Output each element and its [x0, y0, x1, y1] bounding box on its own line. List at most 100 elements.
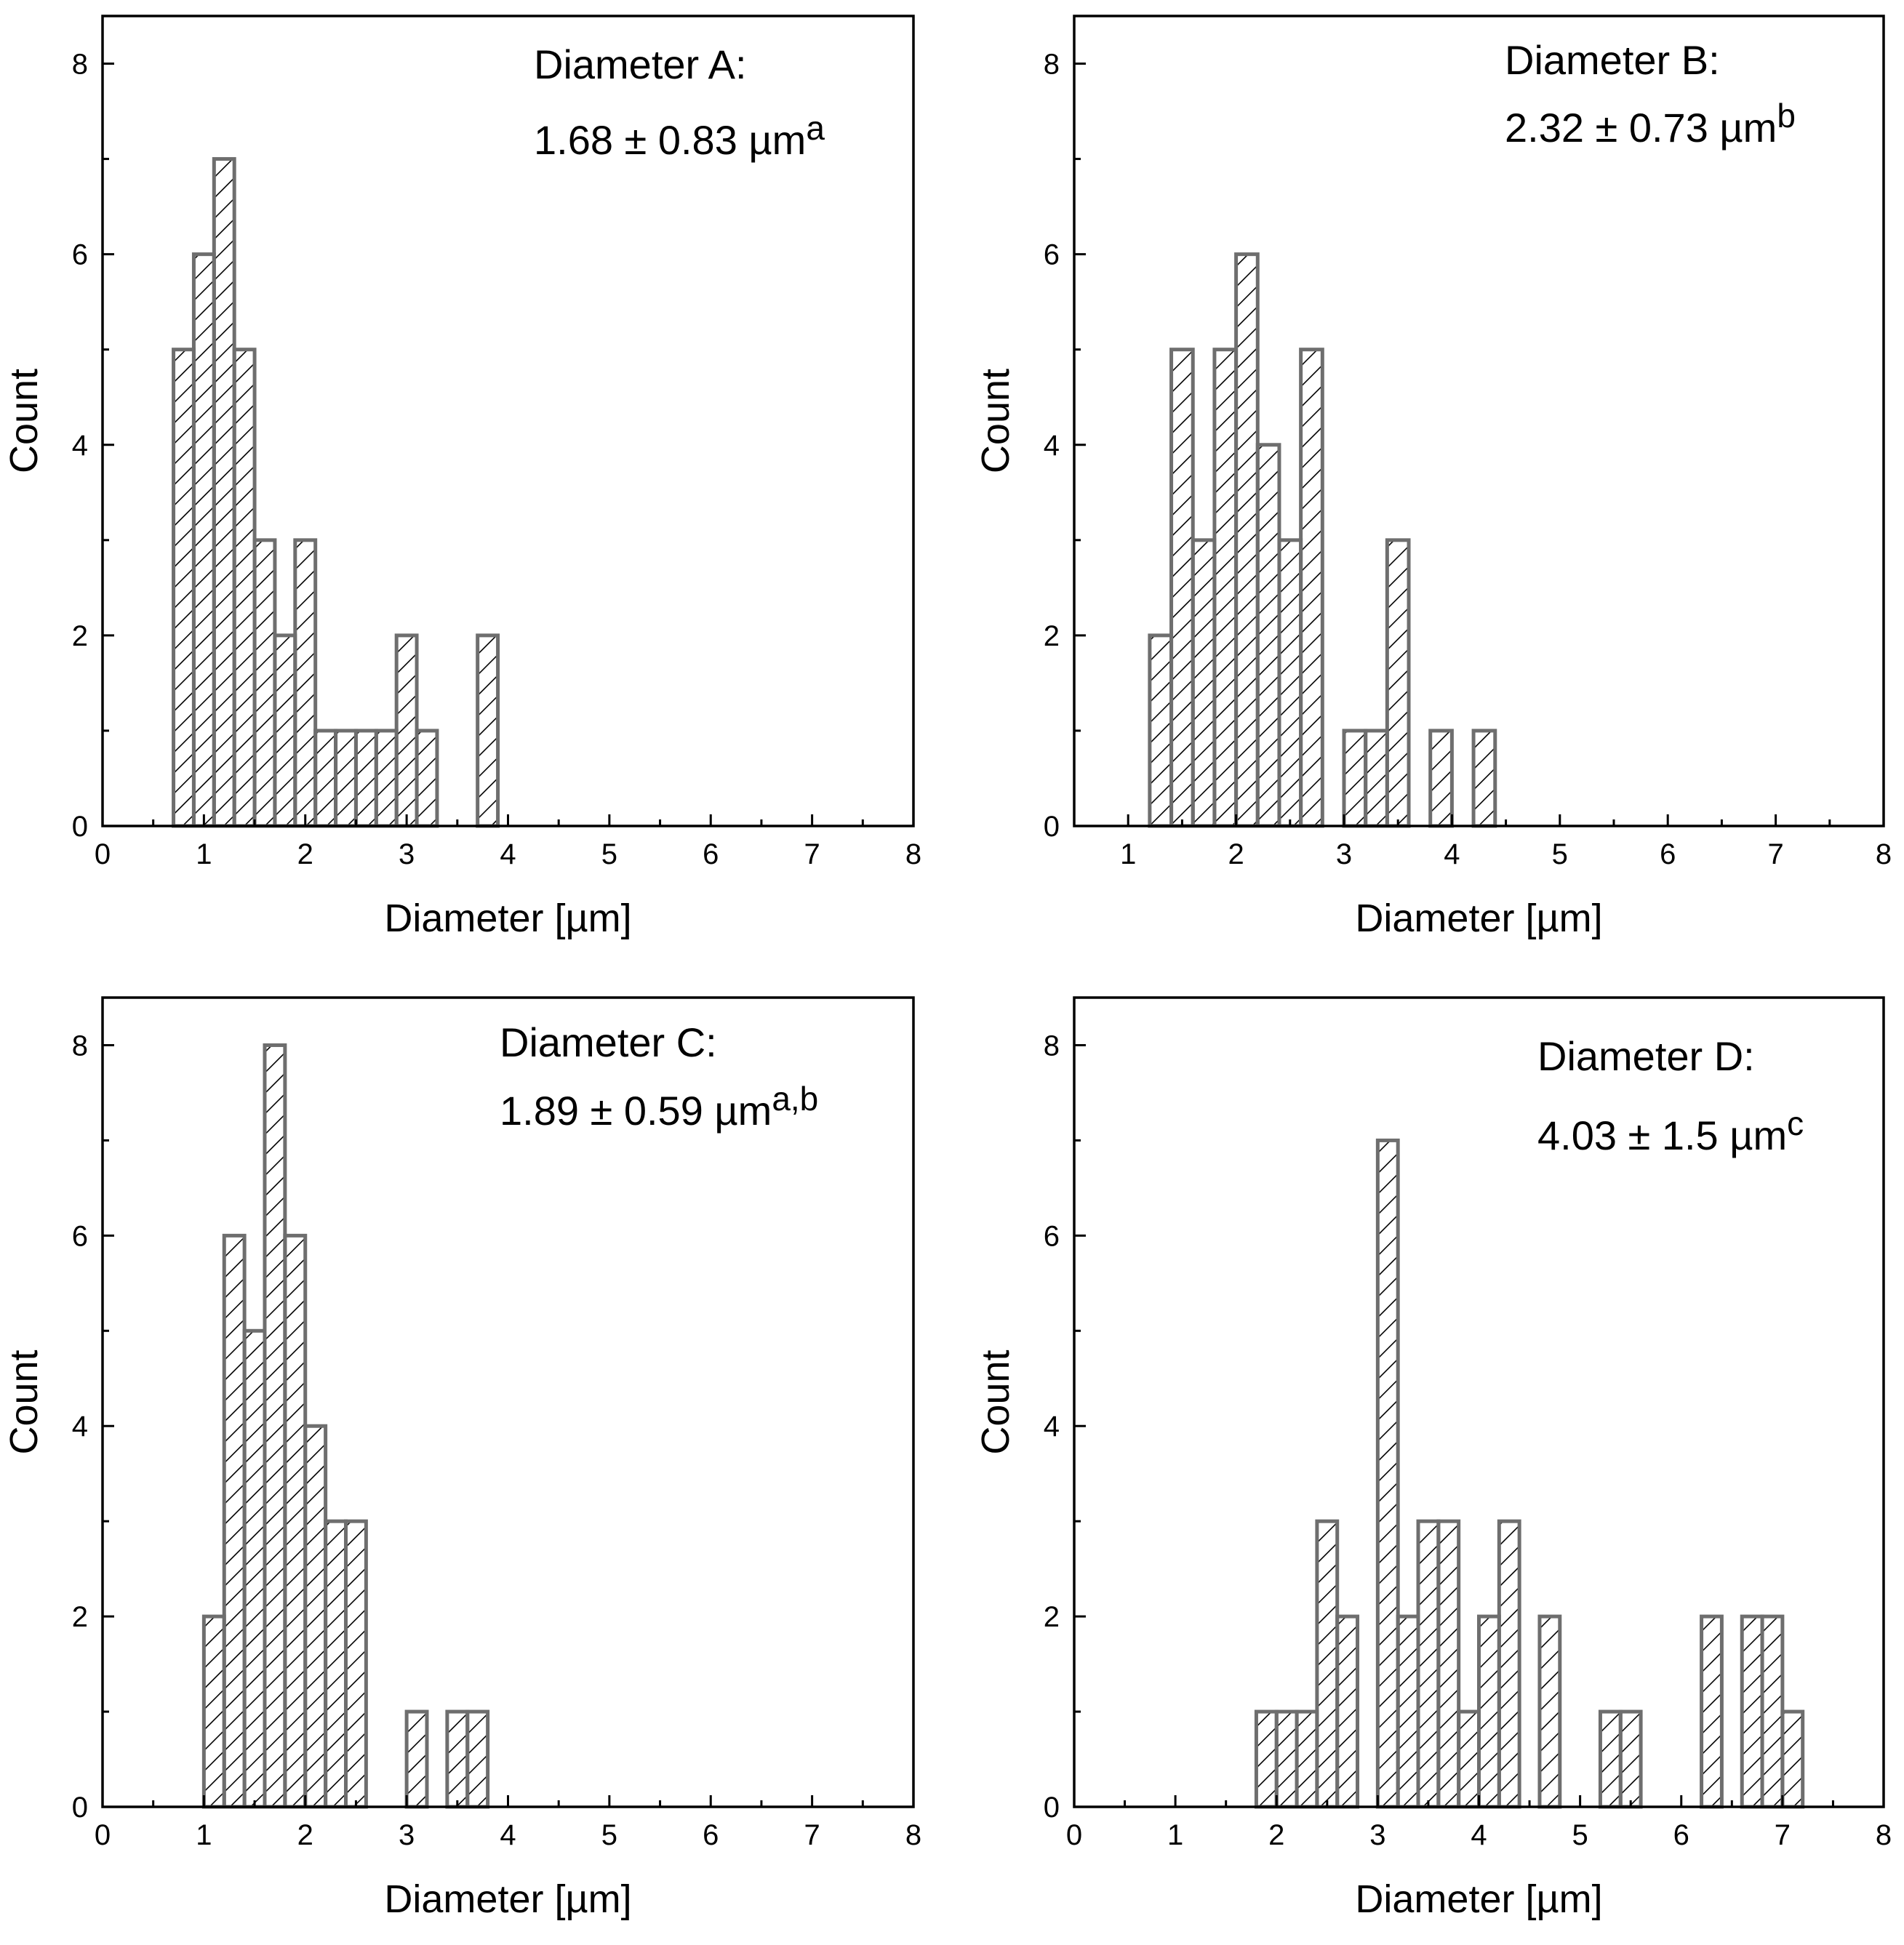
histogram-bar: [1416, 1519, 1441, 1809]
y-tick-label: 6: [1044, 239, 1060, 271]
x-tick-label: 1: [196, 1819, 212, 1851]
x-tick-label: 1: [196, 838, 212, 870]
histogram-bar: [1212, 348, 1239, 828]
y-tick-label: 4: [72, 1411, 88, 1443]
y-axis-title: Count: [2, 369, 46, 473]
y-tick-label: 0: [1044, 1792, 1060, 1824]
annotation-label: Diameter C:: [500, 1019, 717, 1065]
histogram-bar: [1364, 729, 1389, 828]
annotation-superscript: a,b: [772, 1080, 818, 1118]
annotation-label: Diameter D:: [1537, 1033, 1755, 1079]
y-tick-label: 8: [72, 49, 88, 81]
x-tick-label: 2: [1228, 838, 1244, 870]
x-tick-label: 2: [297, 838, 313, 870]
panel-c: 0 1 2 3 4 5 6 7 8 0 2 4 6 8 Diameter [µm] Count Diameter…: [2, 996, 921, 1921]
histogram-bar: [222, 1233, 247, 1809]
histogram-bar: [324, 1519, 348, 1809]
x-tick-label: 0: [95, 838, 111, 870]
histogram-bar: [172, 348, 196, 828]
y-tick-label: 8: [72, 1030, 88, 1062]
annotation-label: Diameter A:: [534, 41, 747, 87]
histogram-bar: [374, 729, 399, 828]
histogram-bar: [313, 729, 338, 828]
x-tick-label: 3: [399, 1819, 415, 1851]
y-tick-label: 2: [1044, 620, 1060, 652]
histogram-bar: [1315, 1519, 1340, 1809]
x-tick-label: 7: [1767, 838, 1783, 870]
y-tick-label: 2: [72, 1601, 88, 1633]
histogram-bar: [303, 1424, 328, 1809]
histogram-bar: [344, 1519, 368, 1809]
y-tick-label: 0: [1044, 811, 1060, 843]
annotation-value: 1.89 ± 0.59 µma,b: [500, 1080, 818, 1134]
histogram-bar: [1342, 729, 1368, 828]
y-tick-label: 0: [72, 811, 88, 843]
histogram-bar: [1436, 1519, 1461, 1809]
histogram-bar: [1335, 1614, 1360, 1809]
x-axis-title: Diameter [µm]: [1355, 897, 1602, 940]
histogram-bar: [263, 1043, 287, 1809]
histogram-bar: [242, 1328, 267, 1809]
annotation-value-main: 1.89 ± 0.59 µm: [500, 1088, 772, 1134]
histogram-bar: [1254, 1709, 1279, 1809]
x-tick-label: 1: [1120, 838, 1136, 870]
y-tick-label: 0: [72, 1792, 88, 1824]
histogram-bar: [1385, 538, 1411, 828]
histogram-bar: [476, 633, 500, 828]
x-tick-label: 5: [601, 1819, 617, 1851]
histogram-bar: [1428, 729, 1454, 828]
x-tick-label: 6: [703, 838, 719, 870]
y-tick-label: 8: [1044, 49, 1060, 81]
x-tick-label: 6: [1660, 838, 1676, 870]
histogram-bar: [1780, 1709, 1805, 1809]
y-tick-label: 6: [72, 239, 88, 271]
histogram-bar: [404, 1709, 429, 1809]
annotation-label: Diameter B:: [1505, 37, 1720, 83]
x-tick-label: 4: [1444, 838, 1460, 870]
histogram-bar: [1700, 1614, 1724, 1809]
histogram-bar: [201, 1614, 226, 1809]
annotation-superscript: a: [806, 109, 825, 147]
histogram-bar: [1497, 1519, 1521, 1809]
x-axis-title: Diameter [µm]: [384, 1877, 631, 1921]
panel-a: 0 1 2 3 4 5 6 7 8 0 2 4 6 8 Diameter [µm] Count Diameter…: [2, 15, 921, 940]
histogram-bar: [1537, 1614, 1562, 1809]
y-tick-label: 6: [72, 1220, 88, 1252]
y-tick-label: 4: [72, 430, 88, 462]
annotation-superscript: b: [1777, 97, 1796, 135]
x-tick-label: 0: [1066, 1819, 1082, 1851]
x-axis-title: Diameter [µm]: [384, 897, 631, 940]
annotation-superscript: c: [1787, 1104, 1804, 1142]
x-tick-label: 3: [1369, 1819, 1385, 1851]
histogram-bar: [445, 1709, 470, 1809]
panel-d: 0 1 2 3 4 5 6 7 8 0 2 4 6 8 Diameter [µm] Count Diameter…: [974, 996, 1892, 1921]
histogram-bar: [1295, 1709, 1319, 1809]
histogram-bar: [353, 729, 378, 828]
y-axis-title: Count: [2, 1350, 46, 1454]
panel-b: 1 2 3 4 5 6 7 8 0 2 4 6 8 Diameter [µm] Count Diameter …: [974, 15, 1892, 940]
x-tick-label: 5: [1552, 838, 1568, 870]
histogram-bar: [415, 729, 439, 828]
x-tick-label: 4: [1471, 1819, 1487, 1851]
annotation-value-main: 2.32 ± 0.73 µm: [1505, 105, 1777, 151]
histogram-bar: [1299, 348, 1324, 828]
y-axis-title: Count: [974, 1350, 1017, 1454]
y-tick-label: 8: [1044, 1030, 1060, 1062]
histogram-bar: [293, 538, 318, 828]
x-tick-label: 1: [1167, 1819, 1183, 1851]
histogram-bar: [252, 538, 277, 828]
y-tick-label: 6: [1044, 1220, 1060, 1252]
x-tick-label: 7: [1775, 1819, 1791, 1851]
x-tick-label: 3: [1336, 838, 1352, 870]
x-tick-label: 2: [297, 1819, 313, 1851]
y-tick-label: 2: [1044, 1601, 1060, 1633]
histogram-bar: [1375, 1138, 1400, 1809]
histogram-bar: [1169, 348, 1195, 828]
plot-frame: [1073, 15, 1885, 827]
annotation-value: 2.32 ± 0.73 µmb: [1505, 97, 1796, 151]
histogram-bar: [1760, 1614, 1785, 1809]
histogram-bar: [334, 729, 358, 828]
x-tick-label: 5: [1572, 1819, 1588, 1851]
